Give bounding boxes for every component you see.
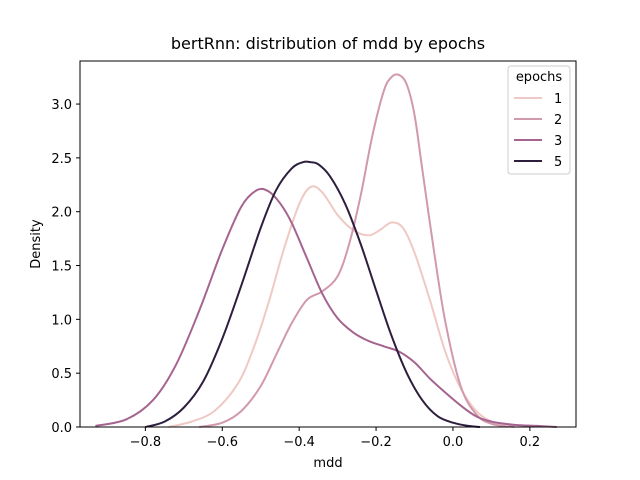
legend: epochs 1 2 3 5: [507, 65, 571, 175]
legend-label-1: 1: [554, 92, 562, 107]
series-line-2: [199, 73, 515, 428]
y-tick-label: 0.5: [51, 367, 72, 382]
y-tick-label: 0.0: [51, 421, 72, 436]
series-line-1: [168, 185, 508, 428]
y-tick-label: 1.5: [51, 260, 72, 275]
x-axis: −0.8 −0.6 −0.4 −0.2 0.0 0.2: [130, 427, 541, 450]
y-tick-label: 2.5: [51, 152, 72, 167]
chart-title: bertRnn: distribution of mdd by epochs: [171, 34, 485, 53]
legend-items: 1 2 3 5: [514, 92, 562, 170]
x-tick-label: 0.0: [443, 435, 464, 450]
series-layer: [95, 73, 557, 428]
series-line-5: [145, 160, 480, 428]
legend-label-3: 3: [554, 134, 562, 149]
x-tick-label: −0.6: [206, 435, 238, 450]
y-tick-label: 1.0: [51, 313, 72, 328]
plot-frame: [79, 60, 577, 428]
legend-title: epochs: [516, 70, 563, 85]
y-tick-label: 2.0: [51, 206, 72, 221]
legend-label-5: 5: [554, 155, 562, 170]
series-line-3: [95, 187, 557, 428]
x-tick-label: −0.4: [283, 435, 315, 450]
y-axis: 0.0 0.5 1.0 1.5 2.0 2.5 3.0: [51, 98, 80, 436]
legend-label-2: 2: [554, 113, 562, 128]
y-axis-label: Density: [29, 219, 44, 269]
x-tick-label: −0.2: [360, 435, 392, 450]
y-tick-label: 3.0: [51, 98, 72, 113]
x-tick-label: −0.8: [130, 435, 162, 450]
x-axis-label: mdd: [313, 456, 342, 471]
x-tick-label: 0.2: [520, 435, 541, 450]
